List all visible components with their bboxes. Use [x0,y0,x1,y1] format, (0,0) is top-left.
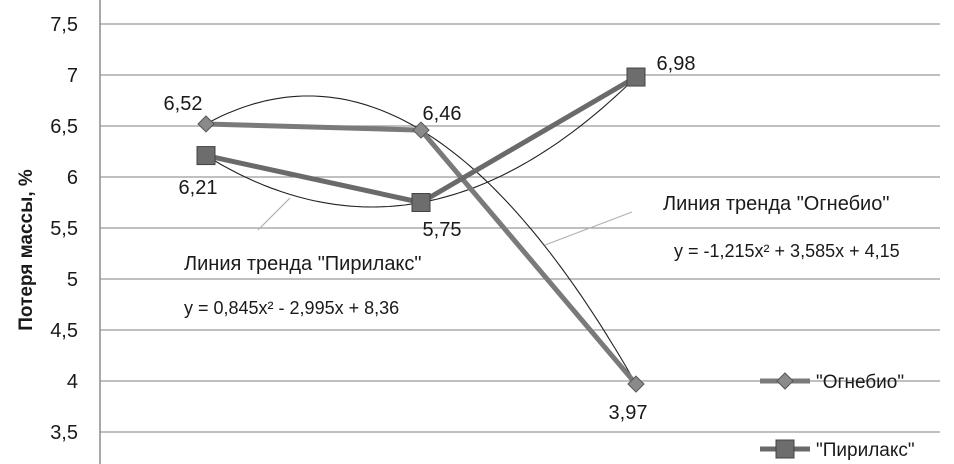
gridlines [100,24,940,432]
y-tick-label: 6,5 [50,116,78,138]
trendline-ognebio [206,96,636,384]
data-point-square [197,147,215,165]
y-axis-label: Потеря массы, % [16,169,37,331]
y-axis-ticks: 7,5 7 6,5 6 5,5 5 4,5 4 3,5 [50,14,78,444]
legend-marker-diamond [777,373,793,389]
data-label: 6,98 [657,53,696,75]
data-label: 6,52 [164,93,203,115]
y-tick-label: 5,5 [50,218,78,240]
trendline-pointer-pirilaks [258,198,290,230]
trendline-equation-pirilaks: y = 0,845x² - 2,995x + 8,36 [184,298,399,318]
data-label: 6,46 [423,103,462,125]
trendline-label-pirilaks: Линия тренда "Пирилакс" [184,253,422,275]
legend-label: "Пирилакс" [816,440,915,461]
y-tick-label: 5 [67,269,78,291]
y-tick-label: 4 [67,371,78,393]
data-point-square [627,68,645,86]
y-tick-label: 7,5 [50,14,78,36]
y-tick-label: 3,5 [50,422,78,444]
trendline-equation-ognebio: y = -1,215x² + 3,585x + 4,15 [674,241,900,261]
series-lines [197,68,645,392]
data-point-square [412,194,430,212]
series-line-pirilaks [206,77,636,202]
y-tick-label: 6 [67,167,78,189]
y-tick-label: 4,5 [50,320,78,342]
legend-label: "Огнебио" [816,372,904,393]
legend-marker-square [776,440,794,458]
data-label: 5,75 [423,219,462,241]
data-label: 3,97 [609,402,648,424]
legend: "Огнебио" "Пирилакс" [760,372,915,461]
trendline-annotations: Линия тренда "Огнебио" y = -1,215x² + 3,… [184,193,900,318]
trendline-pirilaks [206,77,636,207]
data-point-diamond [198,116,214,132]
data-labels: 6,52 6,46 3,97 6,21 5,75 6,98 [164,53,696,424]
y-tick-label: 7 [67,65,78,87]
data-label: 6,21 [179,177,218,199]
trendline-label-ognebio: Линия тренда "Огнебио" [663,193,889,215]
